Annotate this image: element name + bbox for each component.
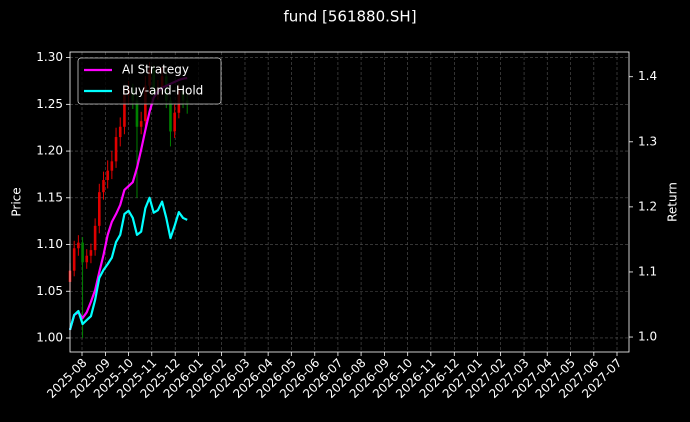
candle-body [72, 248, 76, 271]
candle-body [98, 192, 101, 226]
candle-body [135, 100, 139, 127]
y-tick-label: 1.30 [36, 50, 63, 64]
candle-body [77, 242, 80, 249]
y2-tick-label: 1.2 [638, 199, 657, 213]
candle-body [123, 94, 126, 127]
candle-body [110, 161, 114, 171]
candle-body [102, 180, 105, 193]
candle-body [118, 126, 122, 138]
legend-label: Buy-and-Hold [122, 84, 203, 98]
y2-tick-label: 1.1 [638, 264, 657, 278]
candle-body [114, 137, 118, 162]
y2-axis-label: Return [666, 182, 680, 222]
candle-body [85, 255, 89, 263]
y2-tick-label: 1.3 [638, 134, 657, 148]
y-tick-label: 1.15 [36, 190, 63, 204]
y-tick-label: 1.20 [36, 144, 63, 158]
candle-body [139, 121, 143, 127]
y-tick-label: 1.10 [36, 237, 63, 251]
y2-tick-label: 1.4 [638, 69, 657, 83]
y-tick-label: 1.00 [36, 330, 63, 344]
candle-body [169, 100, 172, 132]
y-tick-label: 1.25 [36, 97, 63, 111]
legend: AI Strategy Buy-and-Hold [77, 57, 222, 105]
chart-title: fund [561880.SH] [283, 8, 416, 26]
legend-label: AI Strategy [122, 63, 189, 77]
series-line [68, 196, 188, 331]
plot-frame [69, 51, 630, 353]
candle-body [93, 225, 97, 251]
candle-body [89, 250, 93, 256]
candle-body [106, 170, 109, 181]
y-axis-label: Price [10, 187, 24, 216]
legend-box [77, 57, 222, 105]
y-tick-label: 1.05 [36, 284, 63, 298]
candle-body [81, 242, 84, 263]
y2-tick-label: 1.0 [638, 330, 657, 344]
candle-body [173, 112, 176, 132]
